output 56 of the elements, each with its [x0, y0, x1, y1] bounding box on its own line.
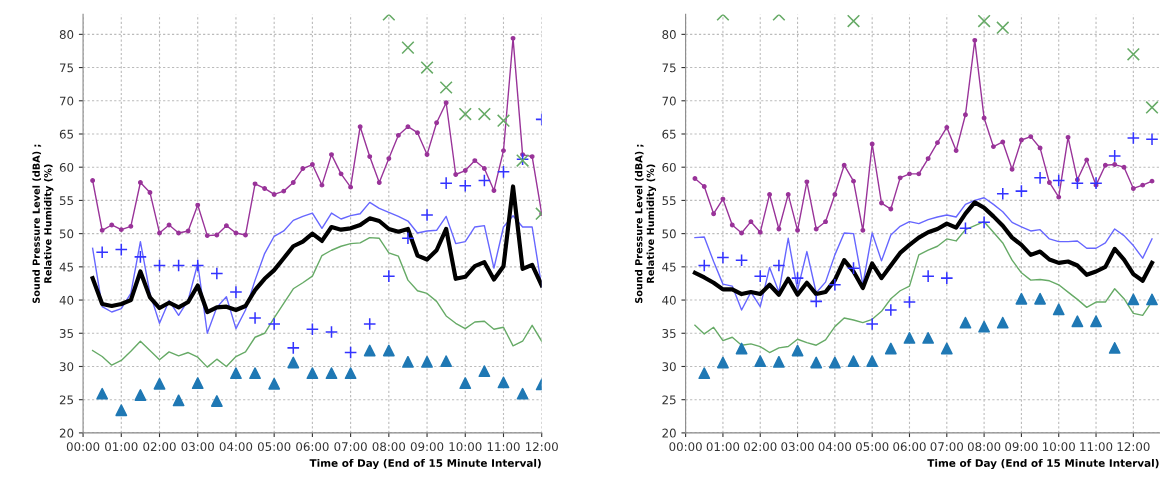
x-tick-label: 02:00 — [143, 442, 176, 452]
y-tick-label: 30 — [662, 362, 676, 372]
y-tick-label: 20 — [662, 428, 676, 438]
y-tick-label: 50 — [59, 229, 74, 239]
x-tick-label: 01:00 — [706, 442, 740, 452]
y-tick-label: 40 — [662, 295, 676, 305]
x-tick-label: 05:00 — [257, 442, 291, 452]
x-tick-label: 08:00 — [372, 442, 406, 452]
y-tick-label: 25 — [662, 395, 676, 405]
y-tick-label: 75 — [59, 63, 74, 73]
x-tick-label: 06:00 — [296, 442, 329, 452]
x-tick-label: 07:00 — [930, 442, 964, 452]
x-tick-label: 08:00 — [967, 442, 1001, 452]
x-tick-label: 11:00 — [1080, 442, 1113, 452]
y-tick-label: 80 — [59, 30, 74, 40]
y-tick-label: 70 — [59, 96, 74, 106]
y-axis-title: Sound Pressure Level (dBA) ; Relative Humidity (%) — [32, 144, 54, 304]
y-tick-label: 55 — [59, 196, 74, 206]
x-tick-label: 12:00 — [526, 442, 558, 452]
x-tick-label: 01:00 — [105, 442, 138, 452]
y-tick-label: 55 — [662, 196, 676, 206]
y-tick-label: 60 — [59, 162, 74, 172]
y-tick-label: 35 — [59, 328, 74, 338]
x-tick-label: 06:00 — [893, 442, 926, 452]
y-tick-label: 60 — [662, 162, 676, 172]
x-tick-label: 12:00 — [1117, 442, 1150, 452]
y-tick-label: 25 — [59, 395, 74, 405]
y-axis-title: Sound Pressure Level (dBA) ; Relative Humidity (%) — [634, 144, 657, 304]
x-tick-label: 00:00 — [66, 442, 100, 452]
x-tick-label: 03:00 — [181, 442, 214, 452]
x-tick-label: 07:00 — [334, 442, 367, 452]
x-tick-label: 04:00 — [219, 442, 253, 452]
y-tick-label: 45 — [59, 262, 74, 272]
x-tick-label: 09:00 — [1005, 442, 1038, 452]
x-tick-label: 09:00 — [410, 442, 444, 452]
x-axis-title: Time of Day (End of 15 Minute Interval) — [927, 458, 1159, 470]
x-tick-label: 05:00 — [855, 442, 889, 452]
y-tick-label: 65 — [59, 129, 74, 139]
y-tick-label: 30 — [59, 362, 74, 372]
x-tick-label: 11:00 — [487, 442, 520, 452]
y-tick-label: 50 — [662, 229, 676, 239]
y-tick-label: 80 — [662, 30, 676, 40]
y-tick-label: 70 — [662, 96, 676, 106]
x-tick-label: 10:00 — [1043, 442, 1075, 452]
y-tick-label: 35 — [662, 328, 676, 338]
x-axis-title: Time of Day (End of 15 Minute Interval) — [309, 458, 541, 470]
x-tick-label: 04:00 — [818, 442, 852, 452]
y-tick-label: 40 — [59, 295, 74, 305]
y-tick-label: 45 — [662, 262, 676, 272]
x-tick-label: 10:00 — [449, 442, 482, 452]
x-tick-label: 03:00 — [781, 442, 814, 452]
y-tick-label: 75 — [662, 63, 676, 73]
x-tick-label: 00:00 — [669, 442, 702, 452]
y-tick-label: 20 — [59, 428, 74, 438]
x-tick-label: 02:00 — [744, 442, 777, 452]
y-tick-label: 65 — [662, 129, 676, 139]
